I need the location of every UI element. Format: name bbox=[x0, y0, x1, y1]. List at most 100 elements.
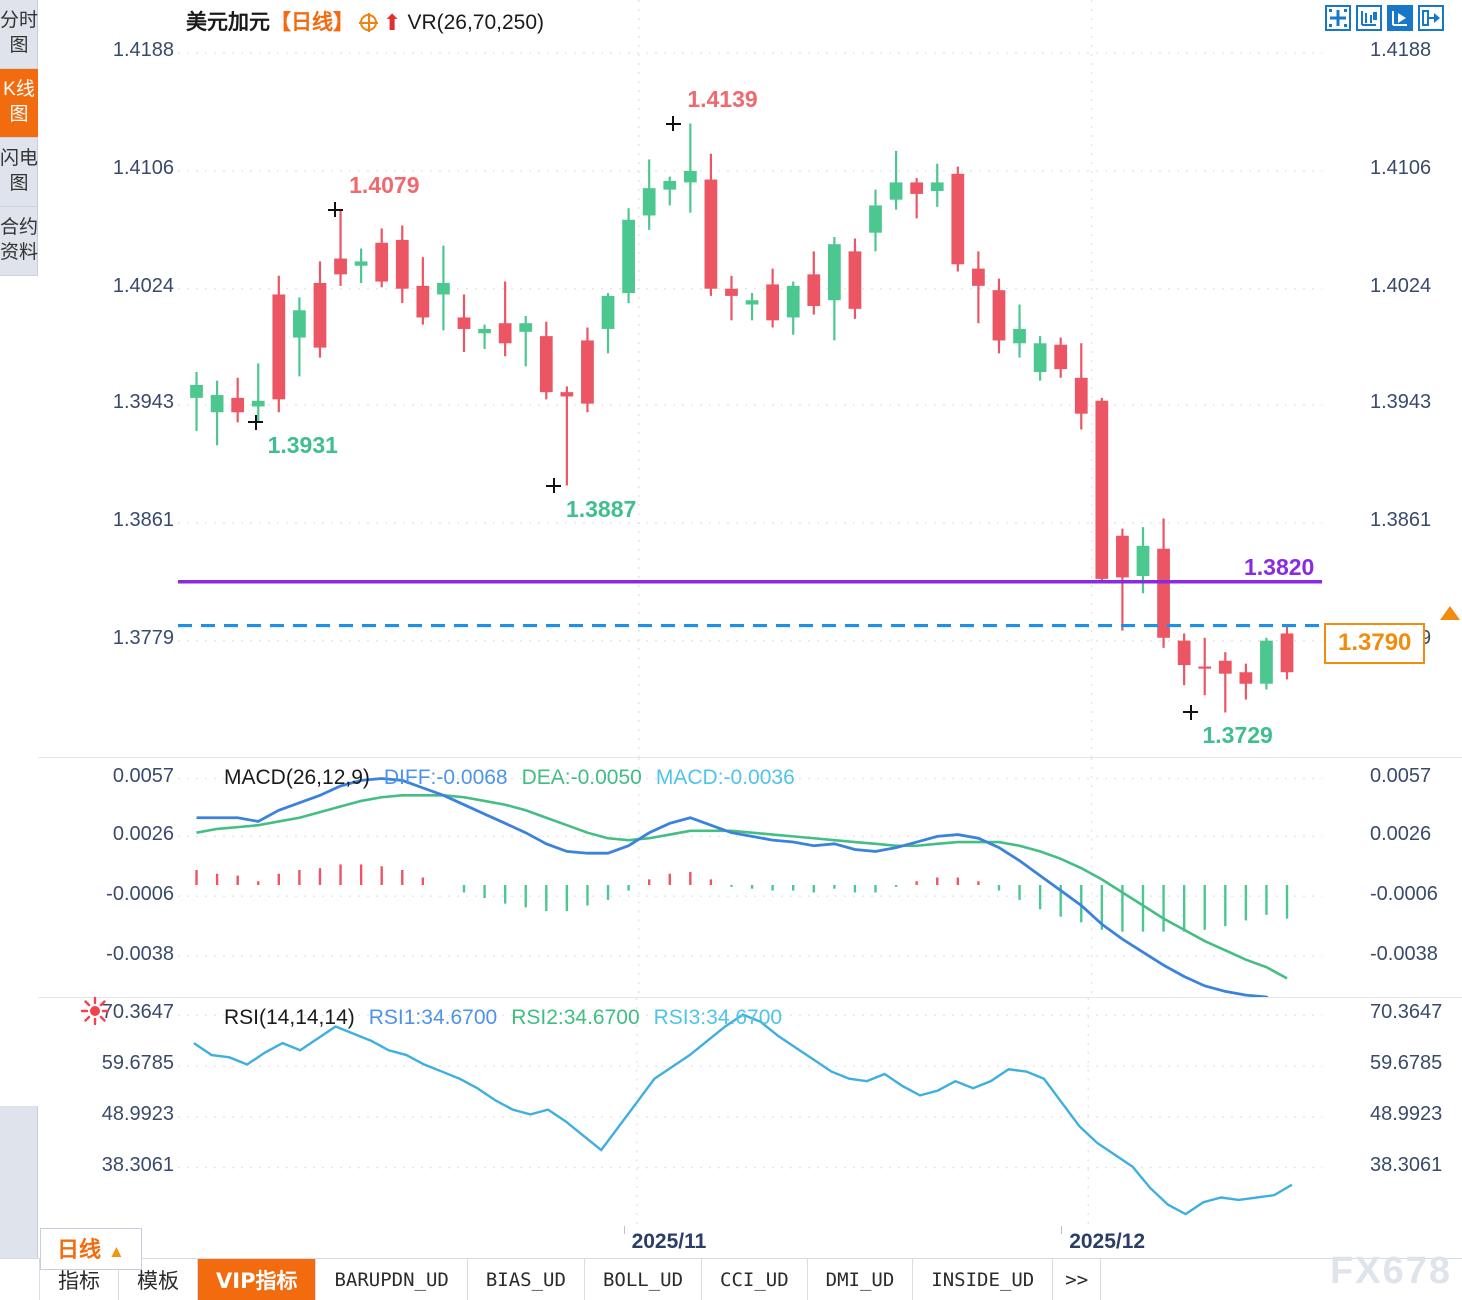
bottom-bar-spacer bbox=[0, 1259, 40, 1300]
low-price-label: 1.3729 bbox=[1202, 722, 1273, 749]
candlestick bbox=[560, 386, 574, 486]
y-tick-label: 70.3647 bbox=[1370, 1001, 1443, 1024]
y-tick-label: 1.4106 bbox=[1370, 156, 1432, 179]
y-tick-label: 0.0026 bbox=[1370, 822, 1432, 845]
y-tick-label: 1.3861 bbox=[112, 508, 174, 531]
candlestick bbox=[1239, 663, 1253, 700]
y-tick-label: -0.0006 bbox=[1370, 882, 1438, 905]
rsi-plot[interactable] bbox=[178, 998, 1322, 1226]
candlestick bbox=[293, 297, 306, 377]
extreme-marker-icon bbox=[665, 116, 681, 132]
candlestick bbox=[601, 293, 615, 354]
macd-panel[interactable]: 0.0057 0.0026 -0.0006 -0.0038 0.0057 0.0026 -… bbox=[38, 757, 1462, 997]
macd-plot[interactable] bbox=[178, 758, 1322, 997]
candlestick bbox=[190, 372, 203, 431]
bottom-bar-item-dmi_ud[interactable]: DMI_UD bbox=[808, 1259, 914, 1300]
rsi-legend: RSI(14,14,14) RSI1:34.6700 RSI2:34.6700 RSI… bbox=[224, 1006, 782, 1030]
candlestick bbox=[581, 327, 594, 413]
candlestick bbox=[622, 208, 635, 304]
macd-title: MACD(26,12,9) bbox=[224, 766, 370, 789]
candlestick bbox=[519, 316, 533, 367]
bottom-bar-item-vip[interactable]: VIP指标 bbox=[198, 1259, 317, 1300]
rsi1-value: RSI1:34.6700 bbox=[368, 1006, 498, 1029]
export-tool-icon[interactable] bbox=[1418, 5, 1444, 31]
level-line-label: 1.3820 bbox=[1244, 553, 1315, 580]
x-tick-mark bbox=[1061, 1226, 1063, 1234]
low-price-label: 1.3931 bbox=[267, 432, 338, 459]
candlestick bbox=[1095, 397, 1109, 582]
move-tool-icon[interactable] bbox=[1325, 5, 1351, 31]
bottom-bar-item-cci_ud[interactable]: CCI_UD bbox=[702, 1259, 808, 1300]
candlestick bbox=[272, 275, 286, 413]
candlestick bbox=[1218, 652, 1232, 713]
candlestick bbox=[848, 238, 862, 319]
candlestick bbox=[992, 278, 1006, 354]
candlestick bbox=[1177, 633, 1191, 686]
macd-axis-left: 0.0057 0.0026 -0.0006 -0.0038 bbox=[38, 758, 178, 997]
y-tick-label: 1.4188 bbox=[112, 39, 174, 62]
price-panel[interactable]: 1.4188 1.4106 1.4024 1.3943 1.3861 1.3779 1.4… bbox=[38, 0, 1462, 757]
period-tab-label: 日线 bbox=[57, 1237, 102, 1262]
candlestick bbox=[498, 281, 512, 357]
candlestick bbox=[210, 380, 224, 446]
zoom-tool-icon[interactable] bbox=[1387, 5, 1413, 31]
current-price-arrow-icon bbox=[1440, 605, 1460, 620]
candlestick bbox=[1074, 343, 1088, 430]
macd-diff-line bbox=[196, 777, 1269, 997]
low-price-label: 1.3887 bbox=[565, 495, 637, 522]
chart-toolbar bbox=[1325, 5, 1444, 31]
bottom-bar-item-[interactable]: 模板 bbox=[119, 1259, 198, 1300]
left-sidebar: 分时图 K线图 闪电图 合约资料 bbox=[0, 0, 38, 1258]
price-axis-left: 1.4188 1.4106 1.4024 1.3943 1.3861 1.3779 bbox=[38, 0, 178, 757]
bottom-bar-item-barupdn_ud[interactable]: BARUPDN_UD bbox=[316, 1259, 468, 1300]
symbol-name: 美元加元 bbox=[186, 11, 270, 34]
price-plot[interactable] bbox=[178, 0, 1322, 757]
y-tick-label: 0.0026 bbox=[112, 822, 174, 845]
y-tick-label: 48.9923 bbox=[101, 1103, 174, 1126]
candlestick bbox=[375, 228, 389, 288]
rsi3-value: RSI3:34.6700 bbox=[653, 1006, 783, 1029]
y-tick-label: 1.3779 bbox=[112, 626, 174, 649]
candlestick bbox=[457, 294, 471, 352]
candlestick bbox=[437, 245, 450, 331]
y-tick-label: -0.0038 bbox=[106, 942, 174, 965]
y-tick-label: 1.4106 bbox=[112, 156, 174, 179]
rsi2-value: RSI2:34.6700 bbox=[511, 1006, 640, 1029]
extreme-marker-icon bbox=[1183, 704, 1198, 720]
rsi-panel[interactable]: 70.3647 59.6785 48.9923 38.3061 70.3647 59.6… bbox=[38, 997, 1462, 1226]
settings-sun-icon[interactable] bbox=[80, 996, 110, 1026]
bottom-bar-item-bias_ud[interactable]: BIAS_UD bbox=[468, 1259, 585, 1300]
up-arrow-icon: ⬆ bbox=[383, 10, 402, 35]
y-tick-label: 0.0057 bbox=[112, 764, 174, 787]
current-price-badge[interactable]: 1.3790 bbox=[1324, 622, 1426, 664]
bottom-bar-item-inside_ud[interactable]: INSIDE_UD bbox=[913, 1259, 1054, 1300]
candlestick bbox=[354, 248, 368, 283]
candlestick bbox=[313, 261, 327, 358]
bottom-bar-item-boll_ud[interactable]: BOLL_UD bbox=[585, 1259, 703, 1300]
candlestick bbox=[1033, 336, 1047, 381]
macd-dea-line bbox=[196, 794, 1288, 980]
x-tick-mark bbox=[623, 1226, 625, 1234]
candlestick bbox=[539, 321, 553, 400]
bottom-bar-item-[interactable]: 指标 bbox=[40, 1259, 119, 1300]
candlestick bbox=[807, 251, 821, 315]
candlestick bbox=[869, 189, 882, 252]
y-tick-label: 1.4024 bbox=[1370, 274, 1432, 297]
sidebar-item-contract[interactable]: 合约资料 bbox=[0, 207, 38, 276]
macd-legend: MACD(26,12,9) DIFF:-0.0068 DEA:-0.0050 MACD… bbox=[224, 766, 795, 790]
period-tab[interactable]: 日线 ▲ bbox=[40, 1228, 142, 1270]
candlestick bbox=[663, 176, 677, 206]
y-tick-label: 38.3061 bbox=[1370, 1154, 1443, 1177]
candlestick bbox=[251, 363, 265, 423]
sidebar-item-lightning[interactable]: 闪电图 bbox=[0, 138, 38, 207]
candlestick bbox=[1054, 337, 1068, 378]
chart-header-legend: 美元加元【日线】 ⬆ VR(26,70,250) bbox=[186, 6, 544, 36]
sidebar-item-kline[interactable]: K线图 bbox=[0, 69, 38, 138]
y-tick-label: 1.3861 bbox=[1370, 508, 1432, 531]
extreme-marker-icon bbox=[248, 414, 264, 430]
x-axis: 2025/11 2025/12 bbox=[38, 1226, 1462, 1260]
crosshair-circle-icon[interactable] bbox=[359, 13, 378, 32]
measure-tool-icon[interactable] bbox=[1356, 5, 1382, 31]
bottom-bar-item-[interactable]: >> bbox=[1053, 1259, 1102, 1300]
sidebar-item-timeshare[interactable]: 分时图 bbox=[0, 0, 38, 69]
